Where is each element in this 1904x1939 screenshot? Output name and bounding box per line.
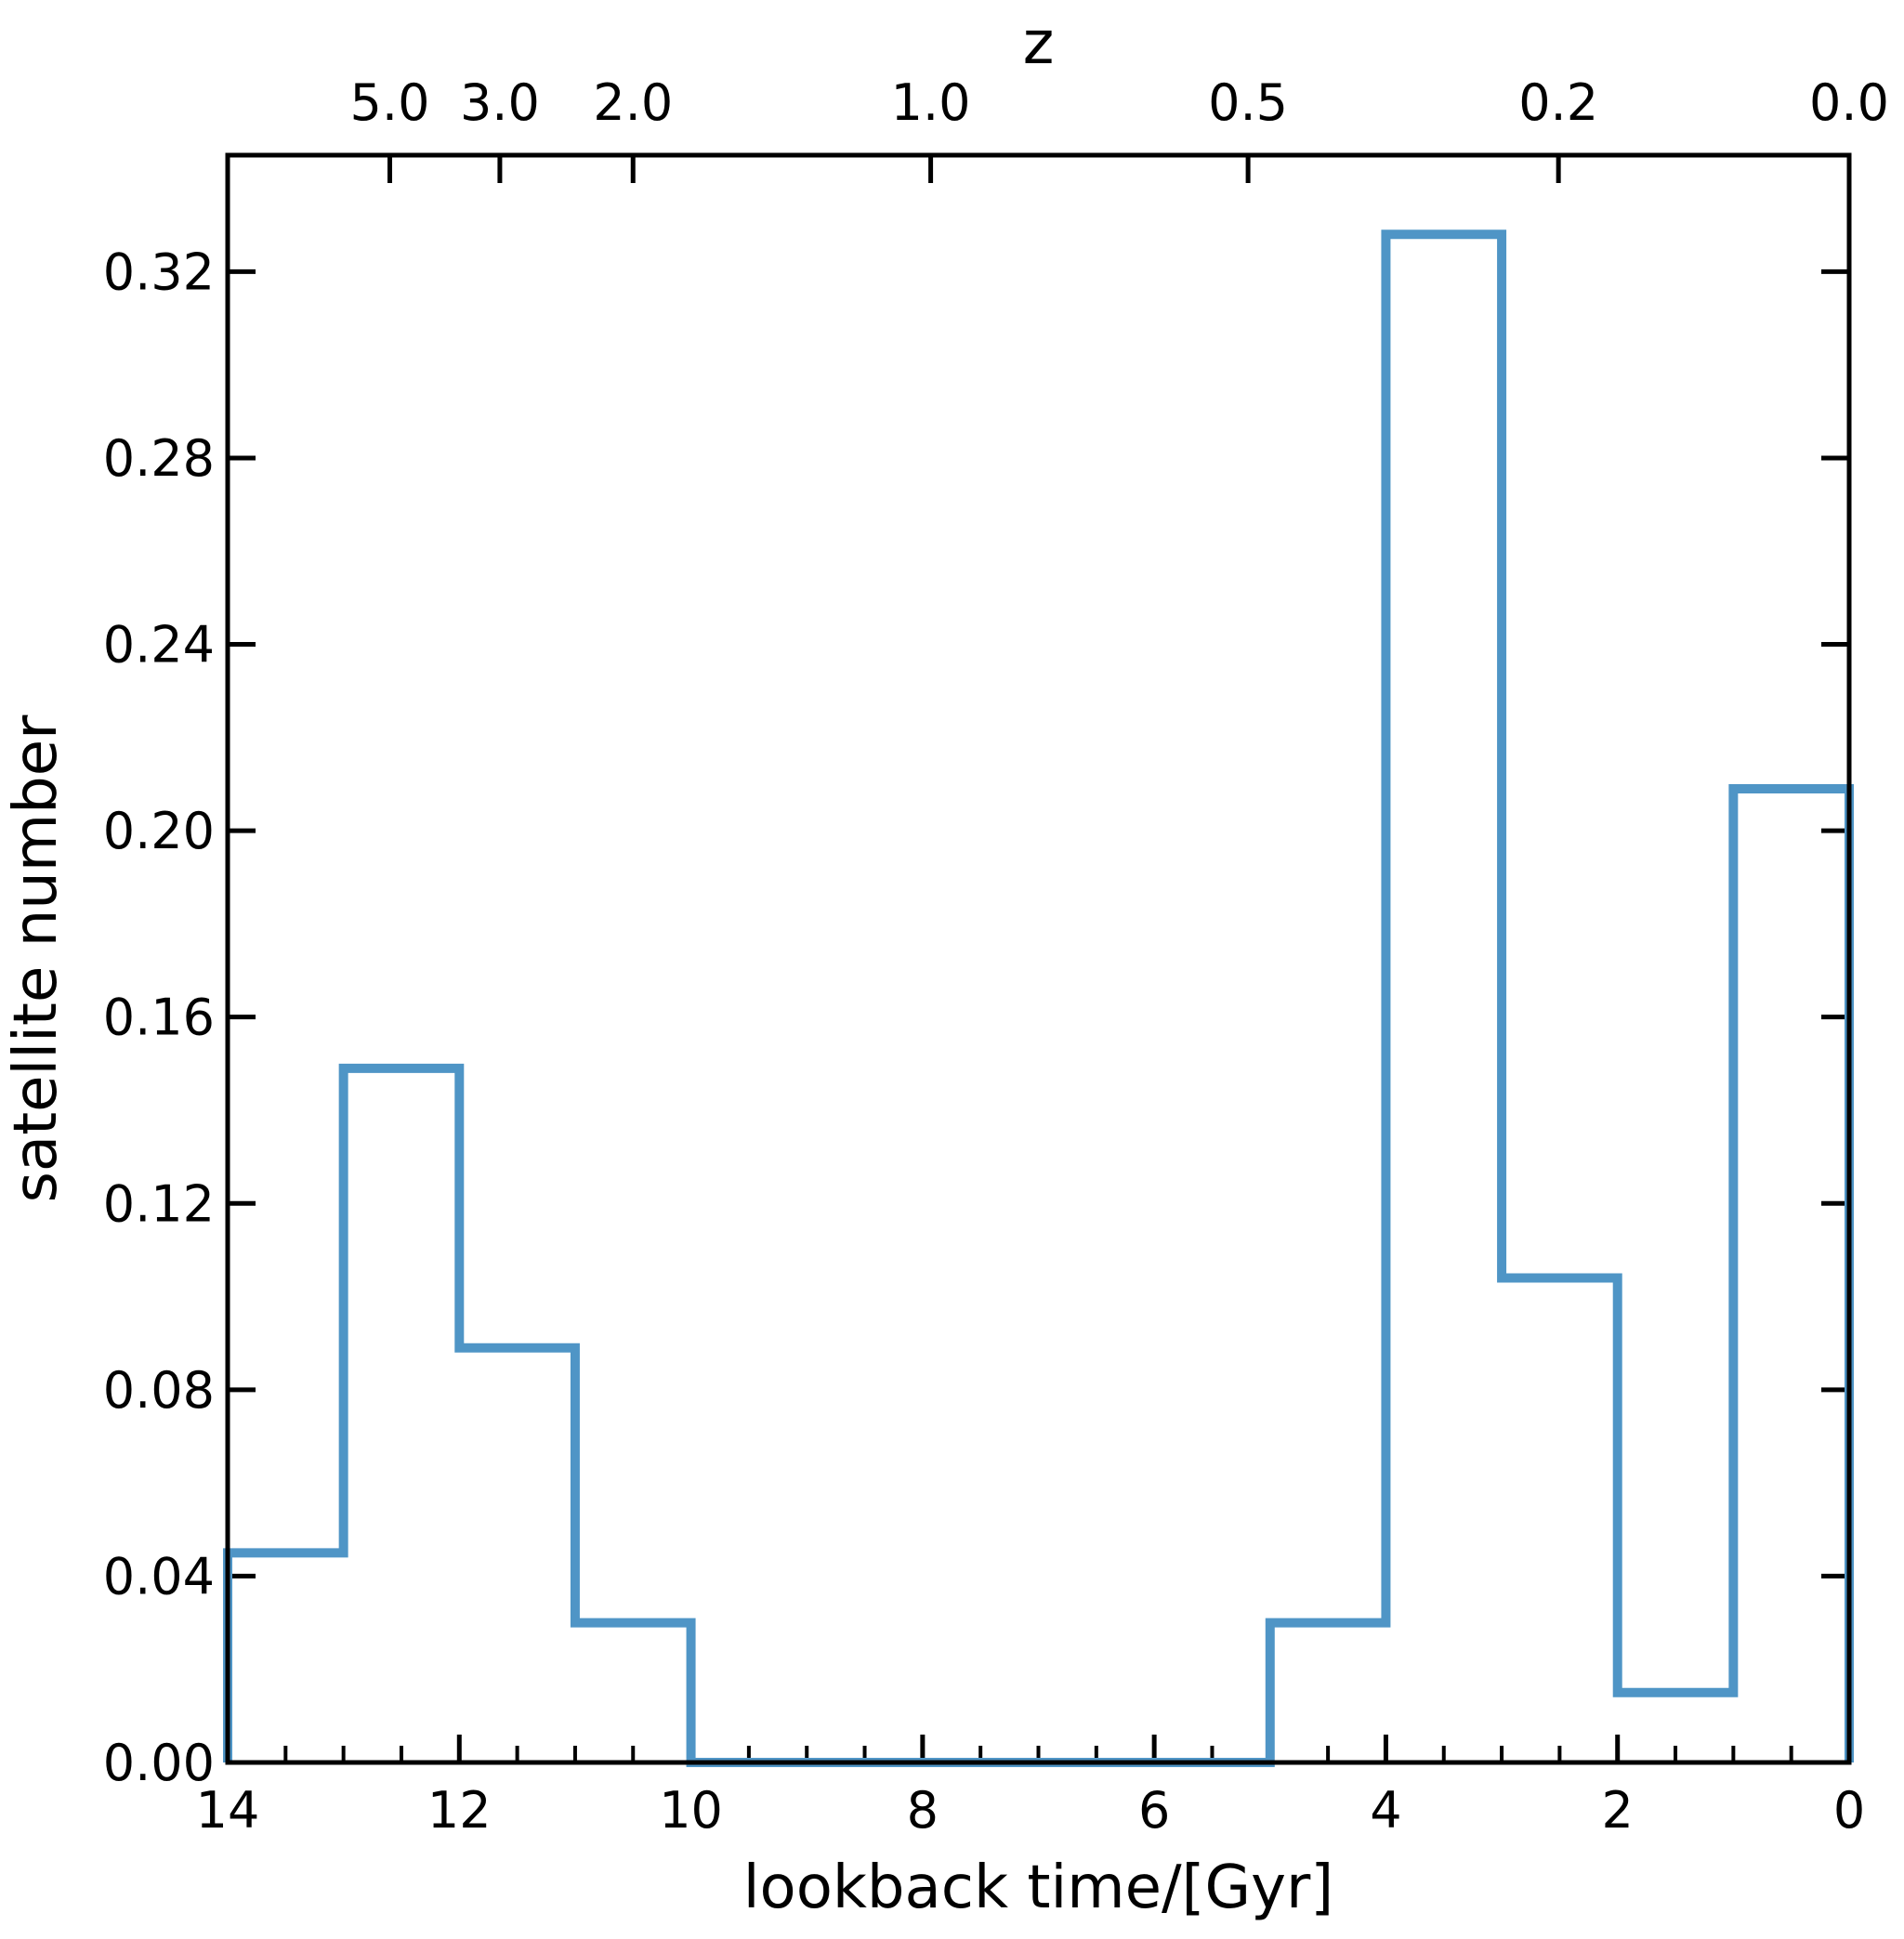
x-tick-label: 2 xyxy=(1602,1781,1634,1840)
y-tick-label: 0.20 xyxy=(103,802,215,860)
z-tick-label: 0.2 xyxy=(1518,73,1598,132)
y-tick-label: 0.32 xyxy=(103,242,215,301)
y-tick-label: 0.16 xyxy=(103,989,215,1047)
y-tick-label: 0.24 xyxy=(103,616,215,675)
x-tick-label: 10 xyxy=(659,1781,723,1840)
z-tick-label: 3.0 xyxy=(460,73,540,132)
y-tick-label: 0.08 xyxy=(103,1361,215,1420)
tick-labels: 14 12 10 8 6 4 2 0 0.00 0.04 0.08 0.12 0.16 0.20 0.24 0… xyxy=(103,73,1889,1840)
y-axis-title: satellite number xyxy=(2,714,71,1203)
histogram-step-line xyxy=(223,229,1854,1767)
x-tick-label: 14 xyxy=(196,1781,260,1840)
x-tick-label: 8 xyxy=(907,1781,939,1840)
z-tick-label: 2.0 xyxy=(593,73,673,132)
x-tick-label: 0 xyxy=(1833,1781,1865,1840)
z-tick-label: 0.5 xyxy=(1208,73,1288,132)
tick-marks xyxy=(225,155,1852,1765)
x-axis-title: lookback time/[Gyr] xyxy=(743,1854,1333,1922)
z-tick-label: 0.0 xyxy=(1809,73,1889,132)
y-tick-label: 0.00 xyxy=(103,1734,215,1792)
z-tick-label: 5.0 xyxy=(350,73,430,132)
top-axis-title: z xyxy=(1023,9,1055,78)
histogram-series xyxy=(223,229,1854,1767)
y-tick-label: 0.12 xyxy=(103,1174,215,1233)
plot-frame xyxy=(225,152,1852,1765)
y-tick-label: 0.04 xyxy=(103,1547,215,1605)
z-tick-label: 1.0 xyxy=(891,73,971,132)
y-tick-label: 0.28 xyxy=(103,429,215,488)
x-tick-label: 12 xyxy=(427,1781,492,1840)
x-tick-label: 6 xyxy=(1138,1781,1170,1840)
x-tick-label: 4 xyxy=(1370,1781,1401,1840)
